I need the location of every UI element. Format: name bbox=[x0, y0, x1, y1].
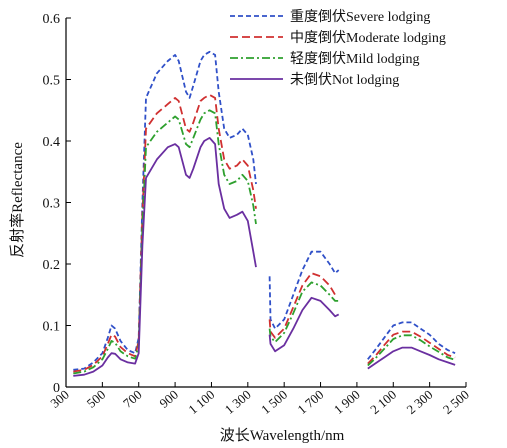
x-tick-label: 1 500 bbox=[258, 387, 290, 417]
series-line-2-segment-2 bbox=[268, 272, 339, 339]
x-tick-label: 1 100 bbox=[185, 387, 217, 417]
series-line-3-segment-3 bbox=[367, 334, 456, 367]
y-tick-label: 0.1 bbox=[43, 320, 61, 335]
legend-label: 未倒伏Not lodging bbox=[290, 72, 399, 88]
series-line-1-segment-1 bbox=[73, 50, 257, 371]
x-tick-label: 1 300 bbox=[222, 387, 254, 417]
x-tick-label: 2 300 bbox=[404, 387, 436, 417]
y-tick-label: 0.3 bbox=[43, 197, 61, 212]
series-line-2-segment-1 bbox=[73, 94, 257, 373]
y-tick-label: 0.4 bbox=[43, 135, 61, 150]
series-line-1-segment-2 bbox=[268, 250, 340, 330]
legend-label: 轻度倒伏Mild lodging bbox=[290, 51, 420, 67]
x-tick-label: 900 bbox=[156, 387, 181, 411]
x-tick-label: 500 bbox=[84, 387, 109, 411]
x-tick-label: 1 700 bbox=[294, 387, 326, 417]
series-line-4-segment-2 bbox=[268, 296, 340, 353]
x-tick-label: 700 bbox=[120, 387, 145, 411]
x-tick-label: 1 900 bbox=[331, 387, 363, 417]
plot-lines bbox=[73, 50, 456, 377]
series-line-3-segment-2 bbox=[268, 281, 339, 343]
series-line-4-segment-3 bbox=[367, 346, 456, 370]
axes: 0 0.1 0.2 0.3 0.4 0.5 0.6 300 500 700 900 1 100 1 30… bbox=[43, 12, 472, 417]
y-tick-label: 0 bbox=[53, 381, 60, 396]
series-line-3-segment-1 bbox=[73, 109, 257, 375]
series-line-4-segment-1 bbox=[73, 137, 257, 377]
y-tick-label: 0.2 bbox=[43, 258, 61, 273]
legend-label: 重度倒伏Severe lodging bbox=[290, 9, 430, 25]
series-line-1-segment-3 bbox=[367, 321, 456, 360]
x-tick-label: 2 500 bbox=[440, 387, 472, 417]
y-axis-label: 反射率Reflectance bbox=[9, 142, 26, 258]
series-line-2-segment-3 bbox=[367, 330, 456, 365]
legend-label: 中度倒伏Moderate lodging bbox=[290, 30, 446, 46]
x-tick-label: 300 bbox=[47, 387, 72, 411]
x-tick-label: 2 100 bbox=[367, 387, 399, 417]
legend: 重度倒伏Severe lodging 中度倒伏Moderate lodging 轻度… bbox=[230, 9, 446, 88]
y-tick-label: 0.6 bbox=[43, 12, 61, 27]
y-tick-label: 0.5 bbox=[43, 74, 61, 89]
x-axis-label: 波长Wavelength/nm bbox=[220, 427, 345, 444]
